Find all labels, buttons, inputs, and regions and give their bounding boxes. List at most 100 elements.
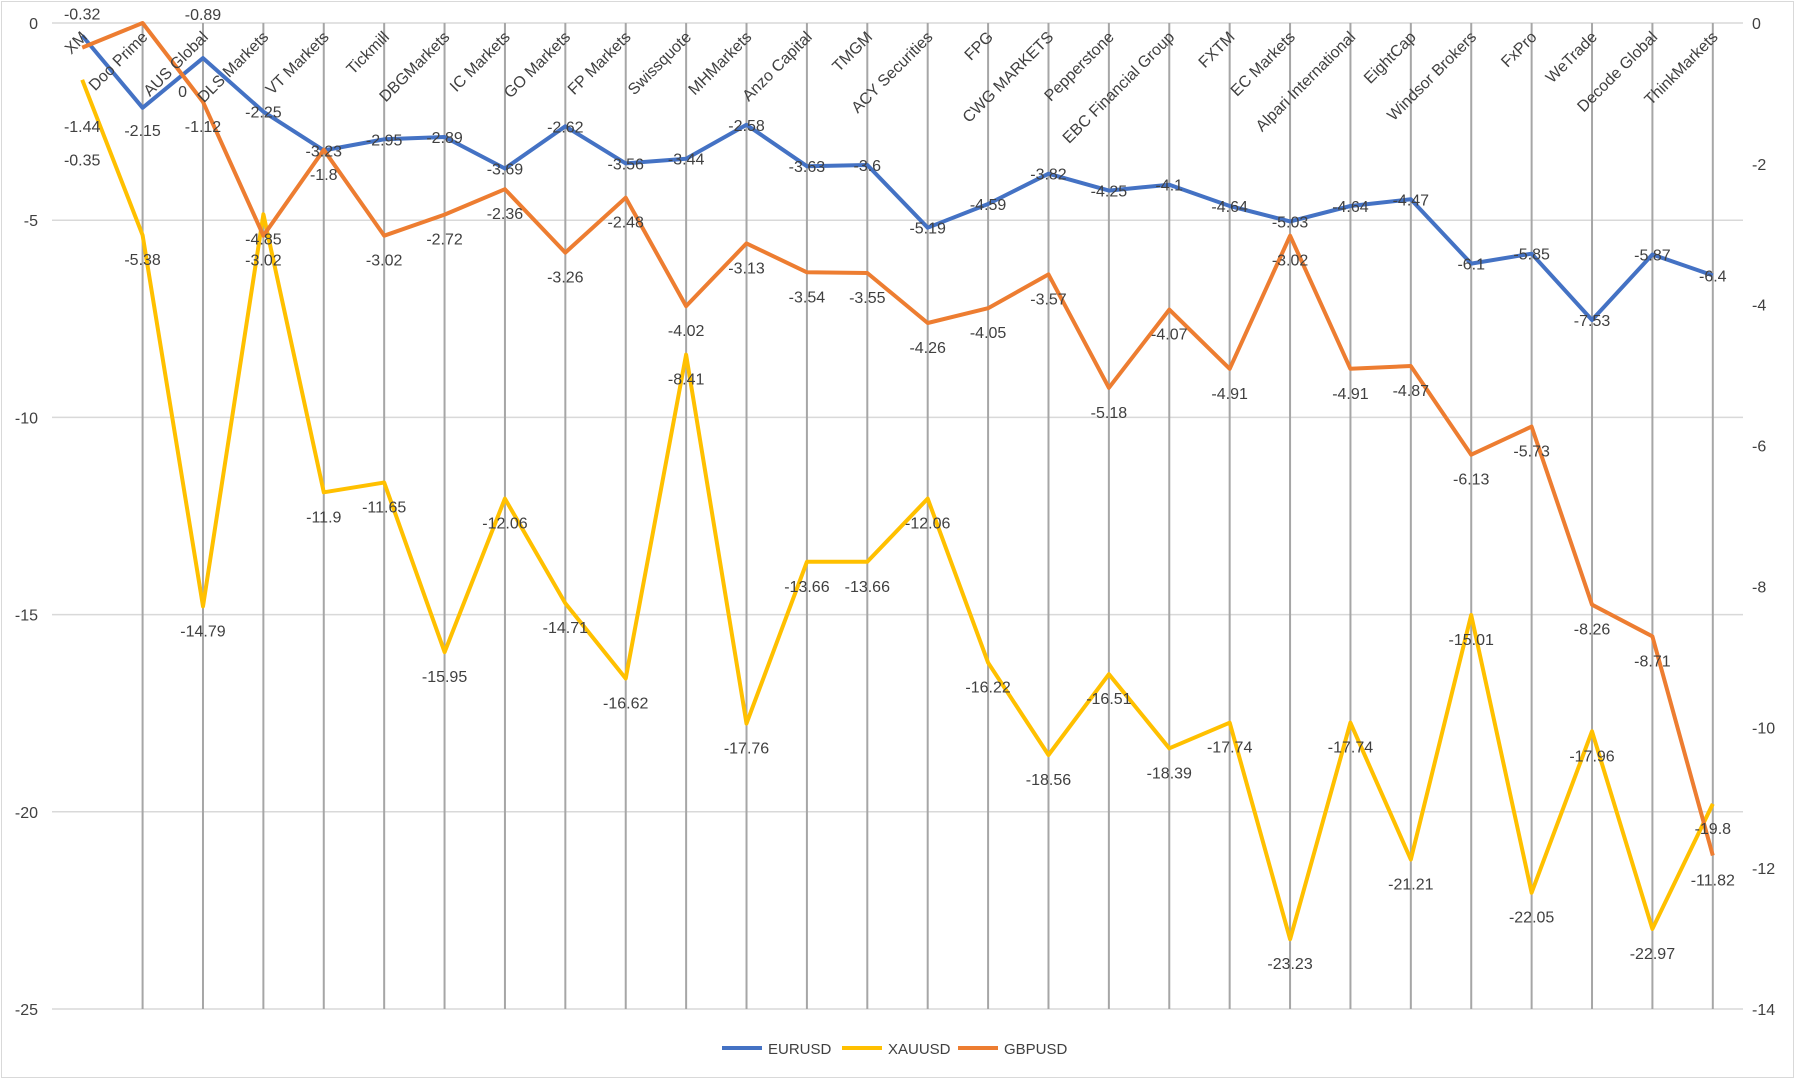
data-label-eurusd: -4.47 <box>1393 192 1430 209</box>
data-label-xauusd: -13.66 <box>784 579 829 596</box>
data-label-eurusd: -4.59 <box>970 197 1007 214</box>
series-line-xauusd <box>80 79 1715 942</box>
series-line-gbpusd <box>81 21 1715 857</box>
category-label: VT Markets <box>263 29 333 99</box>
left-axis-tick-label: -5 <box>24 213 38 230</box>
data-label-xauusd: -21.21 <box>1388 877 1433 894</box>
data-label-xauusd: -23.23 <box>1267 956 1312 973</box>
left-axis: 0 -5 -10 -15 -20 -25 <box>15 16 38 1019</box>
data-label-xauusd: -16.51 <box>1086 691 1131 708</box>
data-label-xauusd: -17.76 <box>724 740 769 757</box>
data-label-gbpusd: -11.82 <box>1691 872 1735 889</box>
data-label-xauusd: -1.44 <box>64 119 101 136</box>
left-axis-tick-label: 0 <box>29 16 38 33</box>
data-label-xauusd: -14.71 <box>543 620 588 637</box>
data-label-gbpusd: -3.55 <box>849 290 886 307</box>
data-label-eurusd: -3.6 <box>854 158 882 175</box>
category-label: Swissquote <box>625 29 695 99</box>
right-axis-tick-label: -2 <box>1752 157 1766 174</box>
data-label-xauusd: -11.9 <box>306 509 341 526</box>
category-label: Alpari International <box>1253 29 1359 135</box>
data-label-xauusd: -17.96 <box>1569 748 1614 765</box>
data-label-eurusd: -4.64 <box>1332 199 1369 216</box>
data-label-xauusd: -22.05 <box>1509 910 1554 927</box>
data-label-gbpusd: -4.05 <box>970 325 1007 342</box>
category-label: TMGM <box>830 29 877 76</box>
data-label-eurusd: -2.25 <box>245 105 282 122</box>
data-label-eurusd: -2.15 <box>124 123 161 140</box>
right-axis-tick-label: -4 <box>1752 298 1766 315</box>
data-label-xauusd: -8.41 <box>668 372 705 389</box>
data-label-gbpusd: -8.26 <box>1574 622 1611 639</box>
data-label-eurusd: -5.19 <box>909 221 946 238</box>
data-label-eurusd: -3.69 <box>487 162 524 179</box>
data-label-xauusd: -18.39 <box>1147 765 1192 782</box>
data-label-gbpusd: -3.02 <box>1272 253 1309 270</box>
data-label-gbpusd: 0 <box>178 84 187 101</box>
data-label-xauusd: -18.56 <box>1026 772 1071 789</box>
data-label-xauusd: -12.06 <box>905 516 950 533</box>
data-label-gbpusd: -1.8 <box>310 167 338 184</box>
data-label-xauusd: -17.74 <box>1207 740 1252 757</box>
category-label: XM <box>62 29 91 58</box>
data-label-gbpusd: -5.18 <box>1091 405 1128 422</box>
data-label-eurusd: -5.85 <box>1513 247 1550 264</box>
series-lines <box>80 21 1715 942</box>
data-label-xauusd: -5.38 <box>124 252 161 269</box>
data-label-gbpusd: -4.91 <box>1211 386 1248 403</box>
right-axis-tick-label: -10 <box>1752 720 1775 737</box>
category-label: FPG <box>962 29 997 64</box>
data-label-gbpusd: -4.87 <box>1393 383 1430 400</box>
data-label-gbpusd: -2.72 <box>426 232 463 249</box>
data-label-xauusd: -15.95 <box>422 669 467 686</box>
category-label: IC Markets <box>447 29 514 96</box>
data-label-gbpusd: -0.35 <box>64 153 101 170</box>
data-label-gbpusd: -5.73 <box>1513 444 1550 461</box>
data-label-xauusd: -16.62 <box>603 695 648 712</box>
right-axis-tick-label: -12 <box>1752 861 1775 878</box>
category-label: FP Markets <box>565 29 635 99</box>
data-label-gbpusd: -4.91 <box>1332 386 1369 403</box>
data-label-xauusd: -12.06 <box>482 516 527 533</box>
data-label-eurusd: -3.63 <box>789 159 826 176</box>
data-label-xauusd: -15.01 <box>1449 632 1494 649</box>
data-label-eurusd: -5.03 <box>1272 214 1309 231</box>
data-label-gbpusd: -8.71 <box>1634 653 1671 670</box>
legend-label: XAUUSD <box>888 1041 951 1058</box>
data-label-eurusd: -7.53 <box>1574 313 1611 330</box>
data-label-gbpusd: -6.13 <box>1453 472 1490 489</box>
category-label: FxPro <box>1498 29 1540 71</box>
left-axis-tick-label: -15 <box>15 608 38 625</box>
category-label: FXTM <box>1196 29 1239 72</box>
left-axis-tick-label: -10 <box>15 410 38 427</box>
data-label-eurusd: -6.4 <box>1699 268 1727 285</box>
data-label-gbpusd: -3.26 <box>547 270 584 287</box>
data-label-eurusd: -5.87 <box>1634 248 1671 265</box>
data-label-gbpusd: -3.54 <box>789 289 826 306</box>
right-axis-tick-label: -6 <box>1752 439 1766 456</box>
data-label-xauusd: -14.79 <box>180 623 225 640</box>
data-labels: -0.32 -2.15 -0.89 -2.25 -3.23 -2.95 -2.89 -3.69… <box>64 7 1735 974</box>
right-axis-tick-label: -14 <box>1752 1002 1775 1019</box>
data-label-gbpusd: -2.36 <box>487 206 524 223</box>
data-label-gbpusd: -2.48 <box>607 215 644 232</box>
data-label-eurusd: -4.64 <box>1211 199 1248 216</box>
data-label-xauusd: -4.85 <box>245 231 282 248</box>
series-line-eurusd <box>80 34 1714 322</box>
data-label-xauusd: -11.65 <box>362 499 406 516</box>
data-label-xauusd: -16.22 <box>965 680 1010 697</box>
data-label-eurusd: -4.25 <box>1091 184 1128 201</box>
gridlines <box>52 22 1743 1010</box>
data-label-eurusd: -0.89 <box>185 7 222 24</box>
data-label-gbpusd: -1.12 <box>185 119 222 136</box>
data-label-gbpusd: -3.57 <box>1030 291 1067 308</box>
data-label-eurusd: -4.1 <box>1155 178 1183 195</box>
legend-label: EURUSD <box>768 1041 832 1058</box>
data-label-eurusd: -6.1 <box>1457 257 1485 274</box>
data-label-xauusd: -13.66 <box>845 579 890 596</box>
data-label-gbpusd: -3.02 <box>366 253 403 270</box>
data-label-eurusd: -2.58 <box>728 118 765 135</box>
